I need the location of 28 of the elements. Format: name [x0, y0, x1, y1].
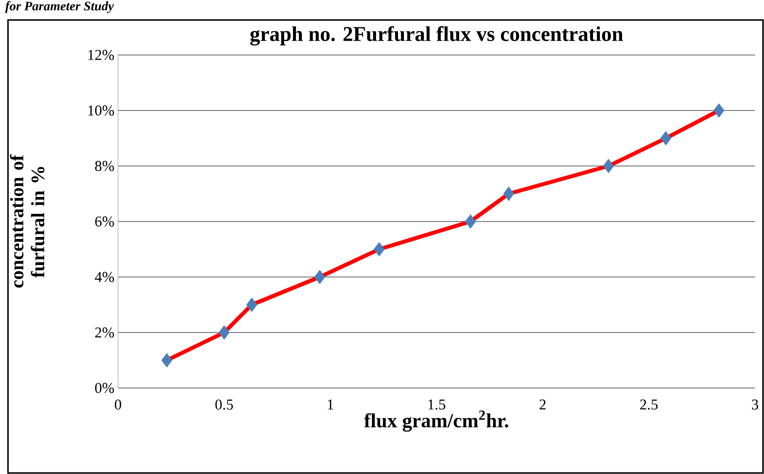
- y-tick-label: 4%: [94, 272, 114, 282]
- x-tick-label: 3: [752, 400, 758, 410]
- x-tick-label: 0.5: [215, 400, 233, 410]
- x-tick-label: 1: [328, 400, 334, 410]
- x-tick-label: 1.5: [428, 400, 446, 410]
- x-tick-label: 2.5: [640, 400, 658, 410]
- point: [465, 214, 476, 229]
- y-tick-label: 10%: [88, 105, 114, 116]
- point: [503, 186, 514, 201]
- x-tick-label: 2: [540, 400, 546, 410]
- point: [314, 270, 326, 284]
- point: [161, 353, 172, 368]
- y-tick-label: 6%: [95, 216, 114, 227]
- point: [603, 158, 614, 174]
- point: [660, 131, 672, 146]
- y-axis-title: concentration of furfural in %: [10, 154, 44, 288]
- y-tick-label: 0%: [95, 382, 114, 394]
- point: [713, 103, 724, 118]
- chart-title: graph no. 2Furfural flux vs concentration: [250, 26, 624, 46]
- y-tick-label: 12%: [88, 50, 114, 60]
- y-tick-label: 8%: [95, 160, 114, 172]
- text: for Parameter Study: [5, 1, 114, 14]
- y-tick-label: 2%: [95, 327, 114, 338]
- point: [246, 298, 258, 312]
- x-tick-label: 0: [114, 400, 122, 410]
- x-axis-title: flux gram/cm$^{2}$hr.: [364, 410, 508, 432]
- point: [218, 325, 230, 340]
- point: [374, 242, 385, 256]
